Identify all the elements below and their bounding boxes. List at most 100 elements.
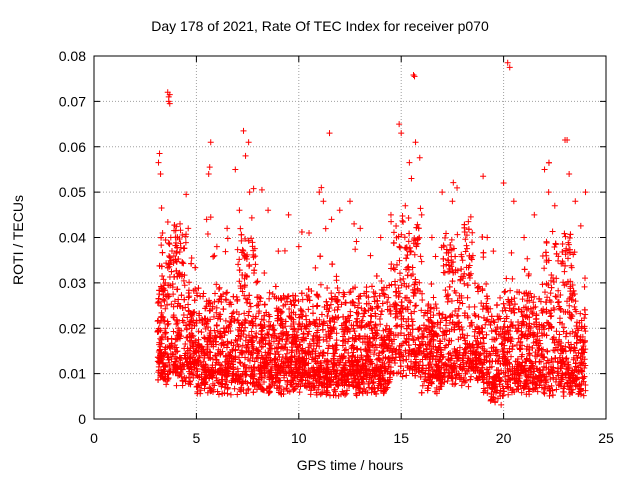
data-point [573, 333, 580, 340]
data-point [411, 251, 418, 258]
data-point [323, 298, 330, 305]
data-point [448, 263, 455, 270]
data-point [468, 373, 475, 380]
data-point [350, 325, 357, 332]
data-point [352, 284, 359, 291]
data-point [545, 257, 552, 264]
data-point [173, 344, 180, 351]
data-point [335, 289, 342, 296]
data-point [333, 337, 340, 344]
data-point [156, 339, 163, 346]
data-point [433, 305, 440, 312]
data-point [378, 277, 385, 284]
data-point [420, 327, 427, 334]
data-point [562, 262, 569, 269]
data-point [548, 271, 555, 278]
data-point [227, 391, 234, 398]
data-point [461, 270, 468, 277]
data-point [159, 249, 166, 256]
data-point [562, 309, 569, 316]
data-point [273, 385, 280, 392]
data-point [509, 375, 516, 382]
data-point [283, 355, 290, 362]
data-point [502, 288, 509, 295]
data-point [546, 310, 553, 317]
data-point [362, 371, 369, 378]
data-point [255, 364, 262, 371]
data-point [465, 218, 472, 225]
data-point [213, 375, 220, 382]
data-point [404, 272, 411, 279]
data-point [396, 343, 403, 349]
data-point [158, 302, 165, 309]
data-point [467, 213, 474, 220]
data-point [457, 334, 464, 341]
data-point [523, 289, 530, 296]
data-point [218, 383, 225, 390]
data-point [575, 349, 582, 356]
data-point [561, 230, 568, 237]
data-point [442, 287, 449, 294]
data-point [308, 356, 315, 363]
data-point [185, 307, 192, 314]
data-point [395, 285, 402, 292]
data-point [533, 336, 540, 343]
data-point [305, 344, 312, 351]
data-point [288, 373, 295, 380]
data-point [377, 321, 384, 328]
data-point [411, 308, 418, 315]
data-point [549, 228, 556, 235]
data-point [314, 339, 321, 346]
data-point [493, 335, 500, 342]
data-point [173, 336, 180, 343]
data-point [317, 281, 324, 288]
data-point [569, 297, 576, 304]
data-point [465, 264, 472, 271]
data-point [157, 283, 164, 290]
data-point [485, 369, 492, 376]
data-point [405, 215, 412, 222]
data-point [393, 234, 400, 241]
data-point [350, 299, 357, 306]
data-point [444, 257, 451, 264]
data-point [526, 374, 533, 381]
data-point [413, 302, 420, 309]
data-point [212, 290, 219, 297]
data-point [540, 363, 547, 370]
data-point [288, 323, 295, 330]
data-point [530, 363, 537, 370]
data-point [403, 356, 410, 363]
data-point [243, 344, 250, 351]
data-point [559, 320, 566, 327]
data-point [372, 310, 379, 317]
data-point [429, 324, 436, 331]
data-point [454, 184, 461, 191]
data-point [253, 330, 260, 337]
data-point [241, 282, 248, 289]
data-point [406, 230, 413, 237]
data-point [443, 331, 450, 338]
data-point [344, 338, 351, 345]
data-point [293, 331, 300, 338]
data-point [212, 352, 219, 359]
data-point [529, 379, 536, 386]
data-point [241, 310, 248, 317]
data-point [229, 310, 236, 317]
data-point [479, 306, 486, 313]
data-point [318, 390, 325, 397]
data-point [376, 350, 383, 357]
data-point [223, 290, 230, 297]
data-point [207, 307, 214, 314]
data-point [405, 322, 412, 329]
data-point [344, 387, 351, 394]
data-point [264, 351, 271, 358]
data-point [341, 362, 348, 369]
data-point [332, 293, 339, 300]
data-point [519, 296, 526, 303]
data-point [472, 312, 479, 319]
data-point [228, 353, 235, 360]
data-point [328, 295, 335, 302]
data-point [547, 376, 554, 383]
data-point [279, 354, 286, 361]
data-point [410, 337, 417, 344]
